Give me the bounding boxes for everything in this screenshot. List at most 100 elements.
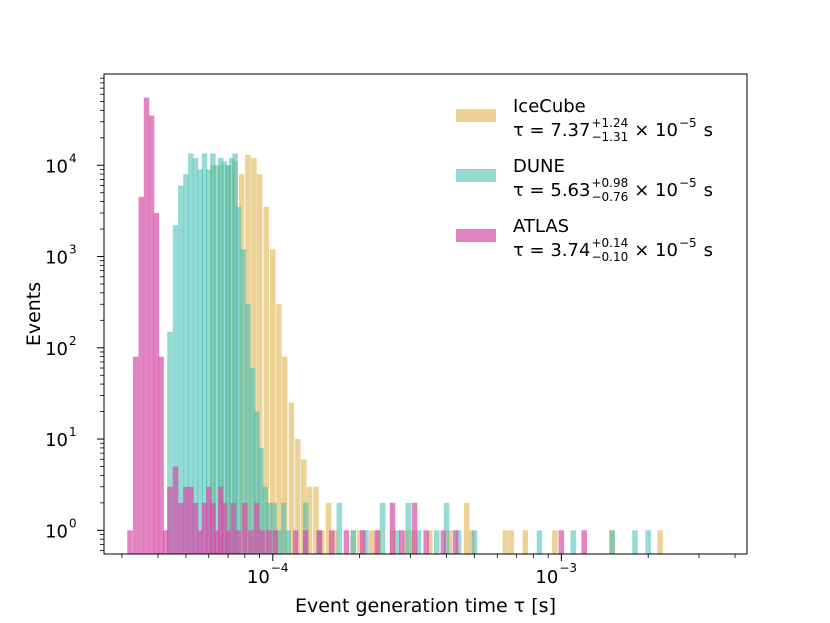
legend-tau-value-dune: τ = 5.63 <box>513 180 590 201</box>
bar-atlas-42 <box>452 530 459 554</box>
bar-dune-16 <box>235 206 242 554</box>
bar-dune-38 <box>443 502 450 554</box>
legend-tau-plus-icecube: +1.24 <box>591 116 628 130</box>
bar-atlas-33 <box>328 530 335 554</box>
bar-dune-43 <box>609 530 615 554</box>
bar-atlas-30 <box>292 530 299 554</box>
bar-atlas-19 <box>217 486 224 554</box>
x-tick-exponent-1: −3 <box>559 561 577 575</box>
x-tick-exponent-0: −4 <box>271 561 289 575</box>
bar-atlas-25 <box>248 530 254 554</box>
y-tick-label-4: 10 <box>45 156 68 177</box>
bar-atlas-16 <box>206 486 212 554</box>
bar-icecube-36 <box>657 530 663 554</box>
bar-atlas-5 <box>153 212 160 555</box>
bar-atlas-41 <box>440 530 447 554</box>
bar-atlas-9 <box>172 466 179 554</box>
bar-atlas-12 <box>188 486 194 554</box>
bar-atlas-37 <box>389 502 396 554</box>
bar-icecube-33 <box>522 530 529 554</box>
y-tick-exponent-1: 1 <box>69 425 77 439</box>
bar-icecube-6 <box>251 158 257 554</box>
bar-dune-17 <box>240 249 247 555</box>
bar-dune-12 <box>221 161 228 555</box>
bar-dune-0 <box>167 331 173 554</box>
bar-atlas-38 <box>399 530 405 554</box>
y-tick-exponent-2: 2 <box>69 334 77 348</box>
bar-dune-40 <box>471 530 478 554</box>
bar-atlas-32 <box>316 530 323 554</box>
bar-dune-7 <box>201 153 208 554</box>
bar-icecube-19 <box>332 530 338 554</box>
bar-dune-42 <box>570 530 577 554</box>
x-tick-label-1: 10 <box>535 567 558 588</box>
legend-entry-atlas: ATLAS τ = 3.74 +0.14−0.10 × 10 −5 s <box>456 216 713 264</box>
bar-dune-8 <box>206 169 212 554</box>
bar-icecube-16 <box>313 486 319 554</box>
bar-atlas-1 <box>133 356 139 554</box>
legend-tau-exponent-icecube: −5 <box>679 116 697 130</box>
bar-icecube-29 <box>463 502 470 554</box>
legend-tau-unit-dune: s <box>704 180 713 201</box>
bar-atlas-26 <box>254 502 260 554</box>
bar-dune-30 <box>336 502 343 554</box>
bar-atlas-27 <box>259 530 266 554</box>
bar-atlas-15 <box>201 502 208 554</box>
y-tick-label-0: 10 <box>45 521 68 542</box>
bar-dune-37 <box>433 530 440 554</box>
bar-atlas-21 <box>225 530 231 554</box>
bar-dune-22 <box>262 486 268 554</box>
bar-atlas-2 <box>138 196 145 554</box>
bar-atlas-14 <box>197 530 203 554</box>
bar-atlas-8 <box>167 486 173 554</box>
y-tick-exponent-3: 3 <box>69 243 77 257</box>
bar-dune-11 <box>217 158 224 554</box>
bar-dune-45 <box>645 530 651 554</box>
x-axis-label: Event generation time τ [s] <box>295 595 556 617</box>
bar-icecube-31 <box>502 530 509 554</box>
bar-atlas-4 <box>148 115 155 555</box>
bar-dune-28 <box>302 502 309 554</box>
bar-dune-5 <box>192 158 199 554</box>
bar-dune-3 <box>183 174 189 555</box>
bar-dune-44 <box>632 530 638 554</box>
bar-dune-33 <box>379 502 386 554</box>
bar-dune-10 <box>214 165 220 554</box>
bar-atlas-6 <box>158 356 164 554</box>
legend-label-atlas: ATLAS <box>513 216 569 237</box>
legend-tau-unit-icecube: s <box>704 120 713 141</box>
bar-dune-24 <box>271 502 277 554</box>
legend-tau-exponent-atlas: −5 <box>679 236 697 250</box>
bar-dune-2 <box>178 185 184 554</box>
bar-icecube-12 <box>288 402 295 554</box>
legend-tau-minus-dune: −0.76 <box>591 190 628 204</box>
bar-atlas-29 <box>272 530 279 554</box>
legend-swatch-icecube <box>456 109 496 122</box>
bar-atlas-43 <box>558 530 565 554</box>
legend-swatch-atlas <box>456 229 496 242</box>
bar-dune-21 <box>258 447 264 554</box>
bar-dune-34 <box>394 530 401 554</box>
bar-dune-26 <box>280 502 287 554</box>
bar-atlas-31 <box>302 530 309 554</box>
bar-dune-18 <box>245 304 251 554</box>
bar-icecube-7 <box>256 174 263 555</box>
bar-icecube-18 <box>325 502 332 554</box>
bar-atlas-3 <box>143 97 150 554</box>
bar-dune-35 <box>405 502 412 554</box>
bar-icecube-32 <box>508 530 514 554</box>
bar-atlas-11 <box>183 486 189 554</box>
legend-tau-unit-atlas: s <box>704 240 713 261</box>
bar-icecube-27 <box>427 530 433 554</box>
y-tick-label-1: 10 <box>45 430 68 451</box>
bar-icecube-15 <box>306 486 313 554</box>
bar-dune-6 <box>197 169 203 554</box>
bar-icecube-28 <box>446 530 453 554</box>
bar-atlas-20 <box>221 502 228 554</box>
bar-dune-13 <box>225 165 231 554</box>
bar-atlas-22 <box>230 502 237 554</box>
bar-dune-9 <box>210 153 216 554</box>
bar-icecube-13 <box>294 439 301 554</box>
bar-atlas-39 <box>411 502 418 554</box>
